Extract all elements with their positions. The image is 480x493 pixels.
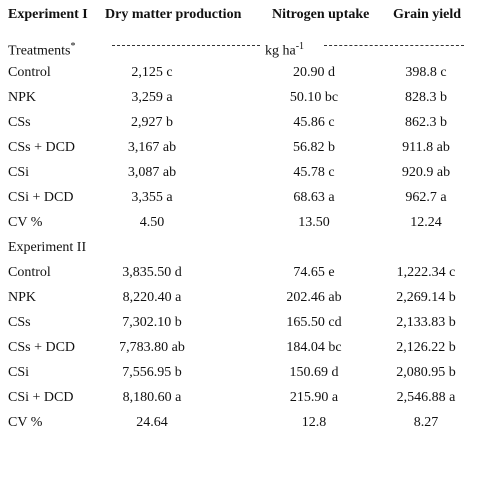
header-cell: Grain yield [393,7,462,22]
row-label: CSs [8,115,31,130]
unit-text: kg ha [265,43,296,59]
data-cell: 911.8 ab [402,140,450,155]
section-title: Experiment II [8,240,87,255]
data-cell: 2,269.14 b [396,290,456,305]
data-cell: 68.63 a [293,190,335,205]
data-cell: 45.78 c [293,165,335,180]
row-label: Control [8,265,51,280]
data-cell: 2,546.88 a [396,390,456,405]
data-cell: 165.50 cd [286,315,342,330]
data-cell: 2,126.22 b [396,340,456,355]
row-label: Control [8,65,51,80]
footnote-mark: * [70,41,76,52]
row-label: CSi [8,365,30,380]
data-cell: 8.27 [413,415,439,430]
data-cell: 215.90 a [289,390,339,405]
data-cell: 13.50 [298,215,330,230]
data-cell: 828.3 b [405,90,447,105]
data-cell: 56.82 b [293,140,335,155]
data-cell: 12.24 [410,215,442,230]
row-label: CV % [8,415,43,430]
data-cell: 2,927 b [131,115,173,130]
header-cell: Nitrogen uptake [272,7,370,22]
row-label: CV % [8,215,43,230]
data-cell: 2,133.83 b [396,315,456,330]
unit-exponent: -1 [295,41,305,52]
data-cell: 50.10 bc [289,90,339,105]
data-cell: 8,180.60 a [122,390,182,405]
dash-rule [112,45,260,46]
dash-rule [324,45,464,46]
row-label: CSs + DCD [8,340,76,355]
header-cell: Dry matter production [105,7,242,22]
row-label: CSs + DCD [8,140,76,155]
data-cell: 3,355 a [131,190,173,205]
data-cell: 962.7 a [405,190,447,205]
row-label: NPK [8,90,37,105]
row-label: NPK [8,290,37,305]
data-cell: 8,220.40 a [122,290,182,305]
data-cell: 20.90 d [293,65,335,80]
data-cell: 184.04 bc [286,340,342,355]
data-cell: 7,302.10 b [122,315,182,330]
data-cell: 1,222.34 c [396,265,456,280]
row-label: CSs [8,315,31,330]
row-label: CSi [8,165,30,180]
row-label: CSi + DCD [8,390,74,405]
data-cell: 2,080.95 b [396,365,456,380]
label-text: Treatments [8,43,71,59]
data-cell: 150.69 d [289,365,339,380]
data-cell: 862.3 b [405,115,447,130]
data-cell: 24.64 [136,415,168,430]
unit-label: kg ha-1 [265,39,304,60]
header-cell: Experiment I [8,7,88,22]
data-cell: 74.65 e [293,265,335,280]
data-cell: 12.8 [301,415,327,430]
row-label: CSi + DCD [8,190,74,205]
data-cell: 45.86 c [293,115,335,130]
data-cell: 7,556.95 b [122,365,182,380]
data-cell: 3,259 a [131,90,173,105]
data-cell: 3,167 ab [127,140,177,155]
data-cell: 398.8 c [405,65,447,80]
treatments-label: Treatments* [8,39,75,60]
data-cell: 7,783.80 ab [119,340,185,355]
data-cell: 4.50 [139,215,165,230]
data-cell: 2,125 c [131,65,173,80]
data-cell: 3,835.50 d [122,265,182,280]
data-cell: 920.9 ab [401,165,451,180]
data-cell: 202.46 ab [286,290,342,305]
data-cell: 3,087 ab [127,165,177,180]
